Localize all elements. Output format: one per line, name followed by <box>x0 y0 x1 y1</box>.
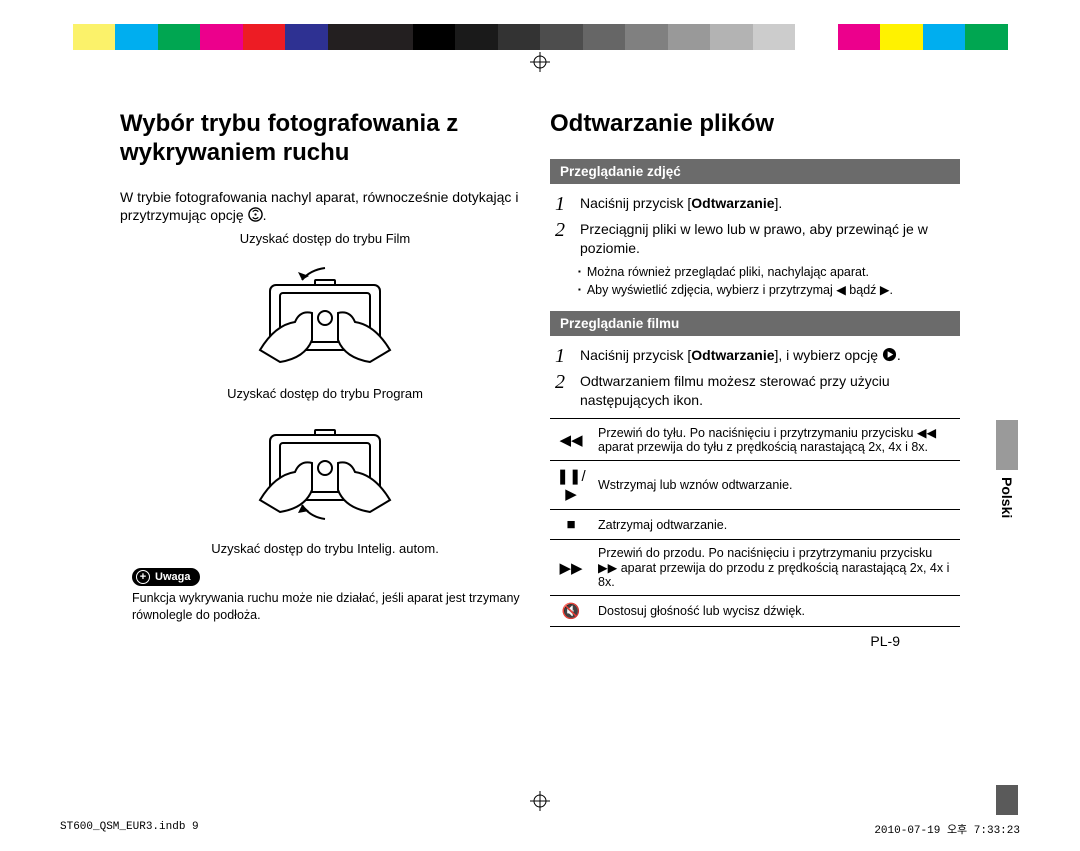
step-2-1: 1 Naciśnij przycisk [Odtwarzanie], i wyb… <box>550 346 960 366</box>
print-footer: ST600_QSM_EUR3.indb 9 2010-07-19 오후 7:33… <box>60 821 1020 837</box>
icon-cell: ❚❚/▶ <box>550 461 592 510</box>
left-column: Wybór trybu fotografowania z wykrywaniem… <box>120 110 530 627</box>
bullet: Można również przeglądać pliki, nachylaj… <box>578 264 960 281</box>
right-heading: Odtwarzanie plików <box>550 110 960 139</box>
desc-cell: Wstrzymaj lub wznów odtwarzanie. <box>592 461 960 510</box>
print-color-bar <box>30 24 1050 50</box>
footer-date: 2010-07-19 오후 7:33:23 <box>874 821 1020 837</box>
step-body: Przeciągnij pliki w lewo lub w prawo, ab… <box>580 220 960 258</box>
icon-row: ■Zatrzymaj odtwarzanie. <box>550 510 960 540</box>
t: ]. <box>775 195 783 211</box>
step-num: 1 <box>550 194 570 214</box>
note-label: Uwaga <box>155 571 190 583</box>
illustration-tilt-up <box>220 250 430 380</box>
t: . <box>897 347 901 363</box>
step-num: 2 <box>550 220 570 258</box>
playback-icons-table: ◀◀Przewiń do tyłu. Po naciśnięciu i przy… <box>550 418 960 627</box>
motion-icon <box>248 207 263 222</box>
side-gray-block <box>996 420 1018 470</box>
section-film: Przeglądanie filmu <box>550 311 960 336</box>
side-language-tab: Polski <box>996 420 1018 560</box>
right-column: Odtwarzanie plików Przeglądanie zdjęć 1 … <box>550 110 960 627</box>
icon-row: ▶▶Przewiń do przodu. Po naciśnięciu i pr… <box>550 540 960 596</box>
illustration-tilt-down <box>220 405 430 535</box>
registration-mark-top <box>530 52 550 72</box>
icon-row: ❚❚/▶Wstrzymaj lub wznów odtwarzanie. <box>550 461 960 510</box>
caption-program: Uzyskać dostęp do trybu Program <box>120 386 530 401</box>
footer-file: ST600_QSM_EUR3.indb 9 <box>60 821 199 837</box>
step-body: Naciśnij przycisk [Odtwarzanie]. <box>580 194 960 214</box>
play-round-icon <box>882 347 897 362</box>
step-1-2: 2 Przeciągnij pliki w lewo lub w prawo, … <box>550 220 960 258</box>
t: Odtwarzanie <box>691 195 774 211</box>
step-num: 1 <box>550 346 570 366</box>
note-badge: + Uwaga <box>132 568 200 586</box>
side-dark-block <box>996 785 1018 815</box>
bullets-photos: Można również przeglądać pliki, nachylaj… <box>578 264 960 300</box>
t: ], i wybierz opcję <box>775 347 882 363</box>
icon-row: ◀◀Przewiń do tyłu. Po naciśnięciu i przy… <box>550 419 960 461</box>
icon-cell: ■ <box>550 510 592 540</box>
step-1-1: 1 Naciśnij przycisk [Odtwarzanie]. <box>550 194 960 214</box>
icons-tbody: ◀◀Przewiń do tyłu. Po naciśnięciu i przy… <box>550 419 960 627</box>
t: Naciśnij przycisk [ <box>580 195 691 211</box>
step-body: Naciśnij przycisk [Odtwarzanie], i wybie… <box>580 346 960 366</box>
icon-row: 🔇Dostosuj głośność lub wycisz dźwięk. <box>550 596 960 627</box>
step-2-2: 2 Odtwarzaniem filmu możesz sterować prz… <box>550 372 960 410</box>
caption-intelig: Uzyskać dostęp do trybu Intelig. autom. <box>120 541 530 556</box>
left-intro: W trybie fotografowania nachyl aparat, r… <box>120 188 530 226</box>
intro-text-b: . <box>263 207 267 223</box>
section-photos: Przeglądanie zdjęć <box>550 159 960 184</box>
bullet: Aby wyświetlić zdjęcia, wybierz i przytr… <box>578 282 960 299</box>
page-number: PL-9 <box>870 633 900 649</box>
t: Naciśnij przycisk [ <box>580 347 691 363</box>
intro-text-a: W trybie fotografowania nachyl aparat, r… <box>120 189 518 224</box>
icon-cell: ▶▶ <box>550 540 592 596</box>
side-language-label: Polski <box>996 470 1018 525</box>
step-body: Odtwarzaniem filmu możesz sterować przy … <box>580 372 960 410</box>
icon-cell: 🔇 <box>550 596 592 627</box>
plus-icon: + <box>136 570 150 584</box>
caption-film: Uzyskać dostęp do trybu Film <box>120 231 530 246</box>
desc-cell: Przewiń do przodu. Po naciśnięciu i przy… <box>592 540 960 596</box>
desc-cell: Przewiń do tyłu. Po naciśnięciu i przytr… <box>592 419 960 461</box>
desc-cell: Zatrzymaj odtwarzanie. <box>592 510 960 540</box>
page-content: Wybór trybu fotografowania z wykrywaniem… <box>120 110 960 627</box>
desc-cell: Dostosuj głośność lub wycisz dźwięk. <box>592 596 960 627</box>
left-heading: Wybór trybu fotografowania z wykrywaniem… <box>120 110 530 168</box>
t: Odtwarzanie <box>691 347 774 363</box>
icon-cell: ◀◀ <box>550 419 592 461</box>
note-text: Funkcja wykrywania ruchu może nie działa… <box>132 590 530 623</box>
registration-mark-bottom <box>530 791 550 811</box>
step-num: 2 <box>550 372 570 410</box>
